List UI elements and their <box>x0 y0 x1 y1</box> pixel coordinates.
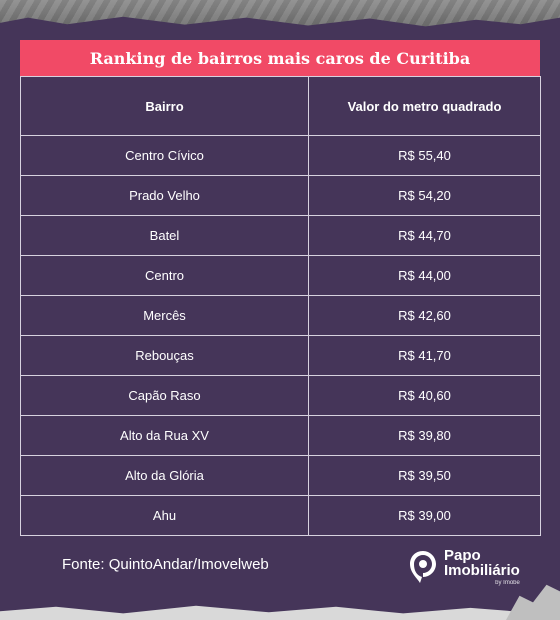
cell-valor: R$ 39,00 <box>308 495 541 536</box>
header-row: Bairro Valor do metro quadrado <box>20 76 541 136</box>
table-row: Alto da Glória R$ 39,50 <box>20 455 541 496</box>
cell-valor: R$ 54,20 <box>308 175 541 216</box>
cell-valor: R$ 39,50 <box>308 455 541 496</box>
cell-valor: R$ 41,70 <box>308 335 541 376</box>
logo-title-line2: Imobiliário <box>444 562 520 579</box>
table-row: Capão Raso R$ 40,60 <box>20 375 541 416</box>
source-note: Fonte: QuintoAndar/Imovelweb <box>62 556 269 573</box>
ranking-table: Ranking de bairros mais caros de Curitib… <box>20 40 541 536</box>
table-body: Centro Cívico R$ 55,40 Prado Velho R$ 54,20… <box>20 135 541 536</box>
table-row: Centro Cívico R$ 55,40 <box>20 135 541 176</box>
cell-bairro: Centro <box>20 255 309 296</box>
table-row: Prado Velho R$ 54,20 <box>20 175 541 216</box>
logo-icon <box>410 551 436 583</box>
cell-valor: R$ 40,60 <box>308 375 541 416</box>
table-row: Centro R$ 44,00 <box>20 255 541 296</box>
cell-bairro: Alto da Glória <box>20 455 309 496</box>
cell-bairro: Capão Raso <box>20 375 309 416</box>
cell-valor: R$ 42,60 <box>308 295 541 336</box>
cell-valor: R$ 55,40 <box>308 135 541 176</box>
cell-bairro: Prado Velho <box>20 175 309 216</box>
cell-bairro: Rebouças <box>20 335 309 376</box>
cell-valor: R$ 44,00 <box>308 255 541 296</box>
cell-valor: R$ 44,70 <box>308 215 541 256</box>
torn-paper-bottom <box>0 605 560 620</box>
torn-paper-top <box>0 0 560 27</box>
column-header-bairro: Bairro <box>20 76 309 136</box>
column-header-valor: Valor do metro quadrado <box>308 76 541 136</box>
table-row: Alto da Rua XV R$ 39,80 <box>20 415 541 456</box>
table-title: Ranking de bairros mais caros de Curitib… <box>20 40 540 76</box>
cell-valor: R$ 39,80 <box>308 415 541 456</box>
cell-bairro: Centro Cívico <box>20 135 309 176</box>
table-row: Rebouças R$ 41,70 <box>20 335 541 376</box>
brand-logo: Papo Imobiliário by Imobe <box>408 548 520 586</box>
table-row: Ahu R$ 39,00 <box>20 495 541 536</box>
data-table: Bairro Valor do metro quadrado Centro Cí… <box>20 76 541 536</box>
cell-bairro: Mercês <box>20 295 309 336</box>
table-row: Batel R$ 44,70 <box>20 215 541 256</box>
cell-bairro: Batel <box>20 215 309 256</box>
cell-bairro: Ahu <box>20 495 309 536</box>
table-row: Mercês R$ 42,60 <box>20 295 541 336</box>
logo-title-line1: Papo <box>444 547 481 564</box>
logo-tagline: by Imobe <box>495 580 520 586</box>
cell-bairro: Alto da Rua XV <box>20 415 309 456</box>
